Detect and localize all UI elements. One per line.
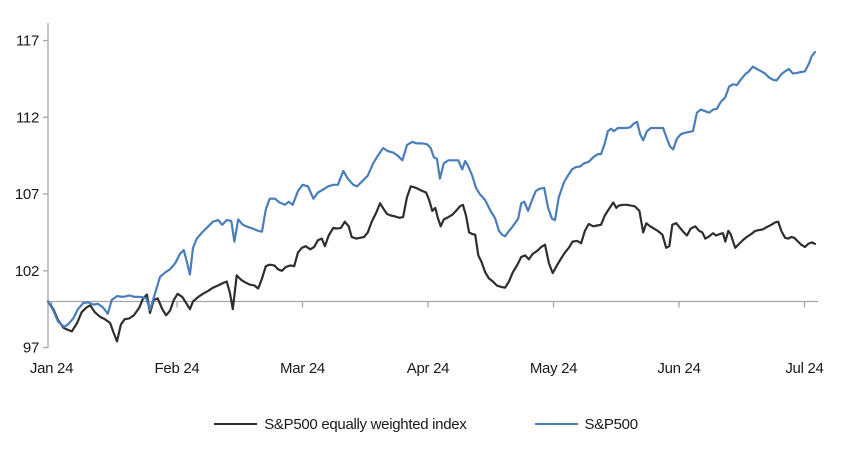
y-axis-tick-label: 112: [16, 109, 39, 126]
legend-label-sp500-equal-weight: S&P500 equally weighted index: [264, 415, 467, 433]
x-axis-tick-label: Jun 24: [657, 360, 700, 377]
x-axis-tick-label: Jan 24: [30, 360, 73, 377]
x-axis-tick-label: Apr 24: [407, 360, 449, 377]
y-axis-tick-label: 102: [15, 263, 39, 280]
series-line-sp500: [46, 50, 817, 328]
legend-line-swatch-blue: [534, 423, 578, 425]
y-axis-tick-label: 97: [23, 340, 39, 357]
chart-legend: S&P500 equally weighted index S&P500: [0, 412, 852, 436]
x-axis-tick-label: May 24: [530, 360, 577, 377]
x-axis-tick-label: Feb 24: [155, 360, 200, 377]
legend-line-swatch-black: [214, 423, 258, 425]
legend-item-sp500: S&P500: [534, 415, 639, 433]
y-axis-tick-label: 117: [16, 33, 39, 50]
x-axis-tick-label: Mar 24: [280, 360, 325, 377]
legend-item-sp500-equal-weight: S&P500 equally weighted index: [214, 415, 467, 433]
x-axis-tick-label: Jul 24: [785, 360, 823, 377]
y-axis-tick-label: 107: [15, 186, 39, 203]
legend-label-sp500: S&P500: [584, 415, 639, 433]
series-line-sp500-equal-weight: [46, 185, 817, 343]
